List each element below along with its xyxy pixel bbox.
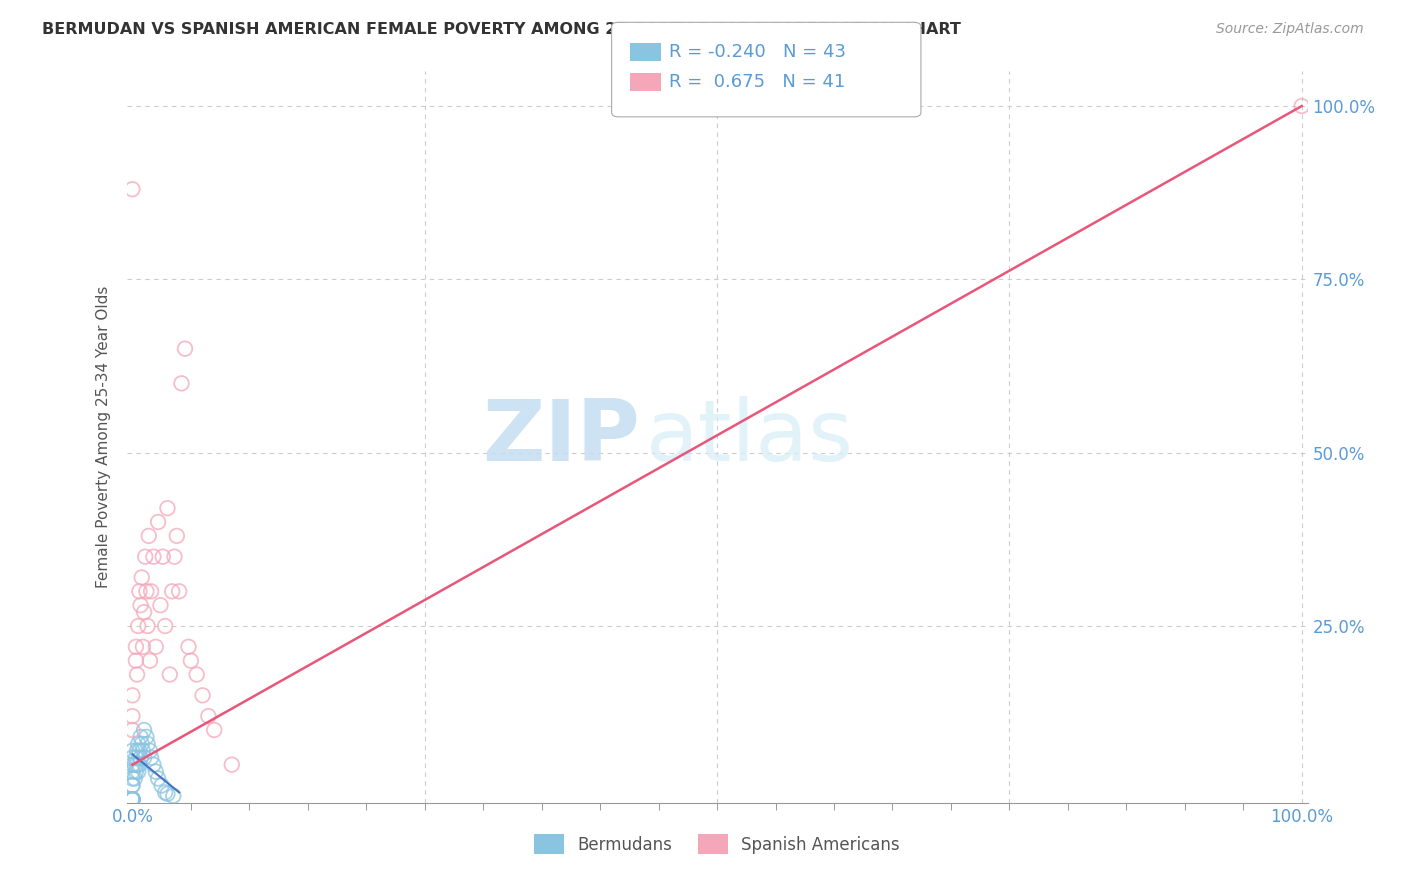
Point: [121, 779, 143, 793]
Point: [139, 744, 162, 758]
Point: [121, 792, 143, 806]
Point: [156, 501, 179, 516]
Point: [124, 772, 146, 786]
Point: [121, 723, 143, 737]
Point: [202, 723, 225, 737]
Point: [160, 584, 183, 599]
Point: [121, 689, 143, 703]
Point: [145, 640, 167, 654]
Point: [134, 549, 156, 564]
Point: [125, 640, 148, 654]
Text: atlas: atlas: [647, 395, 855, 479]
Point: [186, 667, 208, 681]
Point: [146, 772, 169, 786]
Point: [177, 640, 200, 654]
Point: [128, 584, 150, 599]
Point: [129, 750, 152, 764]
Point: [1291, 99, 1313, 113]
Y-axis label: Female Poverty Among 25-34 Year Olds: Female Poverty Among 25-34 Year Olds: [96, 286, 111, 588]
Point: [197, 709, 219, 723]
Point: [121, 744, 143, 758]
Point: [125, 744, 148, 758]
Point: [121, 792, 143, 806]
Point: [125, 757, 148, 772]
Point: [121, 182, 143, 196]
Point: [159, 667, 181, 681]
Point: [150, 779, 173, 793]
Point: [170, 376, 193, 391]
Point: [139, 750, 162, 764]
Point: [121, 792, 143, 806]
Point: [221, 757, 243, 772]
Point: [121, 792, 143, 806]
Text: R =  0.675   N = 41: R = 0.675 N = 41: [669, 73, 845, 91]
Point: [121, 792, 143, 806]
Point: [121, 779, 143, 793]
Point: [135, 584, 157, 599]
Text: Source: ZipAtlas.com: Source: ZipAtlas.com: [1216, 22, 1364, 37]
Point: [131, 570, 153, 584]
Point: [149, 598, 172, 612]
Point: [121, 709, 143, 723]
Point: [129, 598, 152, 612]
Point: [153, 619, 176, 633]
Point: [146, 515, 169, 529]
Point: [142, 757, 165, 772]
Point: [132, 640, 155, 654]
Legend: Bermudans, Spanish Americans: Bermudans, Spanish Americans: [527, 828, 907, 860]
Point: [128, 744, 150, 758]
Text: BERMUDAN VS SPANISH AMERICAN FEMALE POVERTY AMONG 25-34 YEAR OLDS CORRELATION CH: BERMUDAN VS SPANISH AMERICAN FEMALE POVE…: [42, 22, 962, 37]
Point: [125, 764, 148, 779]
Point: [162, 789, 184, 803]
Point: [136, 737, 159, 751]
Point: [153, 785, 176, 799]
Point: [132, 723, 155, 737]
Point: [166, 529, 188, 543]
Point: [121, 792, 143, 806]
Point: [121, 750, 143, 764]
Point: [191, 689, 214, 703]
Point: [180, 654, 202, 668]
Point: [125, 750, 148, 764]
Point: [142, 549, 165, 564]
Point: [124, 757, 146, 772]
Point: [121, 792, 143, 806]
Point: [121, 792, 143, 806]
Point: [121, 792, 143, 806]
Point: [127, 737, 149, 751]
Point: [127, 764, 149, 779]
Point: [132, 744, 155, 758]
Point: [131, 737, 153, 751]
Text: ZIP: ZIP: [482, 395, 640, 479]
Point: [125, 667, 148, 681]
Point: [152, 549, 174, 564]
Point: [132, 750, 155, 764]
Point: [121, 772, 143, 786]
Point: [128, 757, 150, 772]
Point: [132, 605, 155, 619]
Point: [174, 342, 197, 356]
Point: [135, 730, 157, 744]
Point: [121, 764, 143, 779]
Point: [163, 549, 186, 564]
Point: [139, 654, 162, 668]
Point: [121, 757, 143, 772]
Point: [125, 654, 148, 668]
Point: [127, 619, 149, 633]
Point: [129, 730, 152, 744]
Point: [156, 787, 179, 801]
Point: [138, 529, 160, 543]
Point: [139, 584, 162, 599]
Point: [145, 764, 167, 779]
Point: [167, 584, 190, 599]
Text: R = -0.240   N = 43: R = -0.240 N = 43: [669, 43, 846, 61]
Point: [136, 619, 159, 633]
